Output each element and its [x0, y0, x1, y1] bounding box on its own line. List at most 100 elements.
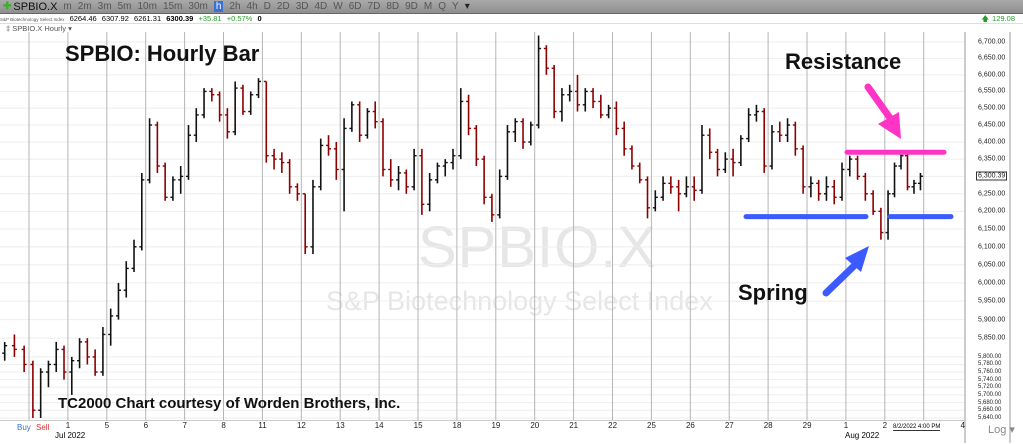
timeframe-10m[interactable]: 10m [137, 1, 157, 12]
x-tick-label: 26 [685, 421, 695, 430]
resistance-arrow-icon [864, 83, 894, 122]
resistance-arrowhead-icon [878, 112, 901, 139]
y-tick-label: 6,050.00 [978, 261, 1006, 269]
y-tick-label: 6,200.00 [978, 207, 1006, 215]
x-tick-label: 8 [221, 421, 226, 430]
timeframe-3D[interactable]: 3D [295, 1, 309, 12]
x-tick-label: 7 [182, 421, 187, 430]
timeframe-Y[interactable]: Y [452, 1, 459, 12]
y-tick-label: 6,400.00 [978, 138, 1006, 146]
x-tick-label: 19 [491, 421, 501, 430]
timeframe-6D[interactable]: 6D [348, 1, 362, 12]
chart-title: SPBIO: Hourly Bar [65, 41, 260, 66]
x-tick-label: 6 [143, 421, 149, 430]
spring-label: Spring [738, 280, 808, 305]
quote-bar: S&P Biotechnology Select Index 6264.46 6… [0, 14, 1023, 24]
x-tick-label: 29 [802, 421, 812, 430]
y-tick-label: 5,950.00 [978, 297, 1006, 305]
toolbar: ✚ SPBIO.X m 2m 3m 5m 10m 15m 30m h 2h 4h D 2D 3D 4D W 6… [0, 0, 1023, 14]
timeframe-3m[interactable]: 3m [97, 1, 112, 12]
resistance-label: Resistance [785, 49, 902, 74]
x-tick-label: 5 [104, 421, 110, 430]
quote-volume: 0 [257, 14, 262, 23]
y-tick-label: 6,600.00 [978, 71, 1006, 79]
last-price-label: 6,300.39 [976, 171, 1008, 181]
timeframe-2h[interactable]: 2h [229, 1, 241, 12]
quote-change: +35.81 [198, 14, 222, 23]
month-label-jul: Jul 2022 [55, 431, 86, 440]
timeframe-4D[interactable]: 4D [314, 1, 328, 12]
x-tick-label: 20 [530, 421, 540, 430]
y-tick-label: 6,350.00 [978, 155, 1006, 163]
quote-last: 6300.39 [166, 14, 194, 23]
y-tick-label: 6,700.00 [978, 38, 1006, 46]
quote-change-pct: +0.57% [226, 14, 253, 23]
y-tick-label: 6,150.00 [978, 225, 1006, 233]
x-tick-label: 13 [335, 421, 345, 430]
timeframe-9D[interactable]: 9D [405, 1, 418, 12]
x-tick-label: 2 [882, 421, 888, 430]
spring-arrow-icon [822, 261, 859, 297]
month-label-aug: Aug 2022 [845, 431, 880, 440]
y-tick-label: 5,640.00 [978, 415, 1002, 421]
y-tick-label: 6,450.00 [978, 121, 1006, 129]
timeframe-5m[interactable]: 5m [117, 1, 132, 12]
x-tick-label: 25 [647, 421, 656, 430]
x-tick-label: 12 [296, 421, 306, 430]
x-tick-label: 27 [724, 421, 734, 430]
quote-low: 6261.31 [134, 14, 162, 23]
dropdown-icon[interactable]: ▾ [464, 1, 470, 12]
y-tick-label: 6,550.00 [978, 87, 1006, 95]
timeframe-D[interactable]: D [263, 1, 271, 12]
timeframe-4h[interactable]: 4h [246, 1, 258, 12]
timeframe-M[interactable]: M [423, 1, 433, 12]
y-tick-label: 6,650.00 [978, 54, 1006, 62]
timeframe-buttons: m 2m 3m 5m 10m 15m 30m h 2h 4h D 2D 3D 4D W 6D 7D 8D 9D M Q Y [63, 1, 464, 12]
timeframe-2D[interactable]: 2D [276, 1, 290, 12]
x-tick-label: 15 [413, 421, 423, 430]
quote-open: 6264.46 [69, 14, 97, 23]
symbol-field[interactable]: SPBIO.X [13, 0, 58, 13]
y-tick-label: 5,740.00 [978, 376, 1002, 383]
alert-value: 🡅 129.08 [981, 14, 1015, 23]
x-tick-label: 4 [960, 421, 965, 430]
x-tick-label: 1 [843, 421, 849, 430]
y-tick-label: 6,250.00 [978, 190, 1006, 198]
time-axis[interactable] [0, 420, 965, 444]
timeframe-8D[interactable]: 8D [386, 1, 400, 12]
timeframe-7D[interactable]: 7D [367, 1, 381, 12]
y-tick-label: 5,760.00 [978, 369, 1002, 376]
quote-name: S&P Biotechnology Select Index [0, 17, 65, 22]
chart-name[interactable]: ‡ SPBIO.X Hourly ▾ [6, 24, 72, 33]
cursor-date: 8/2/2022 4:00 PM [893, 424, 941, 431]
buy-button[interactable]: Buy [17, 423, 31, 432]
x-tick-label: 1 [65, 421, 71, 430]
y-tick-label: 5,780.00 [978, 361, 1002, 368]
y-tick-label: 6,100.00 [978, 243, 1006, 251]
sell-button[interactable]: Sell [36, 423, 50, 432]
timeframe-2m[interactable]: 2m [77, 1, 92, 12]
timeframe-Q[interactable]: Q [438, 1, 447, 12]
x-tick-label: 21 [569, 421, 579, 430]
timeframe-30m[interactable]: 30m [188, 1, 208, 12]
y-tick-label: 5,800.00 [978, 353, 1002, 360]
credit-text: TC2000 Chart courtesy of Worden Brothers… [58, 395, 401, 412]
y-tick-label: 5,680.00 [978, 399, 1002, 406]
x-tick-label: 11 [258, 421, 267, 430]
timeframe-h[interactable]: h [213, 1, 224, 12]
add-symbol-icon[interactable]: ✚ [3, 1, 12, 12]
y-tick-label: 5,850.00 [978, 334, 1006, 342]
scale-mode-select[interactable]: Log ▾ [988, 424, 1015, 436]
timeframe-W[interactable]: W [333, 1, 343, 12]
x-tick-label: 28 [763, 421, 773, 430]
quote-high: 6307.92 [101, 14, 129, 23]
timeframe-m[interactable]: m [63, 1, 72, 12]
y-tick-label: 6,000.00 [978, 279, 1006, 287]
x-tick-label: 14 [374, 421, 384, 430]
watermark-symbol: SPBIO.X [418, 215, 658, 280]
up-arrow-icon: 🡅 [981, 14, 990, 23]
y-tick-label: 6,500.00 [978, 104, 1006, 112]
timeframe-15m[interactable]: 15m [162, 1, 183, 12]
x-tick-label: 18 [452, 421, 462, 430]
